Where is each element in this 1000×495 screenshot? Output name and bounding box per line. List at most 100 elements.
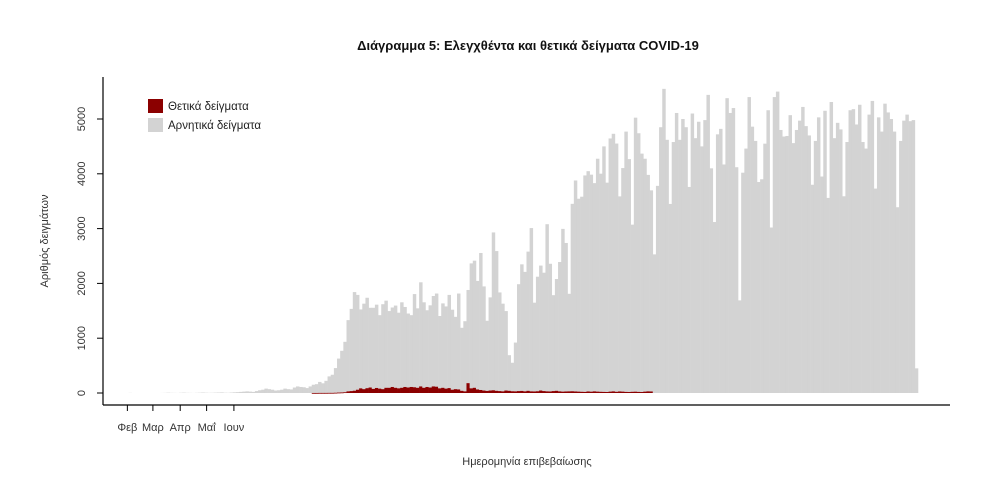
bar-negative xyxy=(703,120,707,393)
bar-negative xyxy=(242,391,246,393)
bar-negative xyxy=(895,207,900,393)
bar-negative xyxy=(523,271,527,392)
bar-negative xyxy=(624,131,628,392)
x-axis-label: Ημερομηνία επιβεβαίωσης xyxy=(462,456,591,468)
bar-negative xyxy=(643,158,647,392)
bar-negative xyxy=(684,127,688,393)
bar-negative xyxy=(842,196,846,393)
bar-negative xyxy=(687,186,691,393)
bar-positive xyxy=(526,390,530,393)
bar-negative xyxy=(715,134,720,393)
bar-positive xyxy=(564,391,568,393)
bar-negative xyxy=(810,184,815,393)
bar-negative xyxy=(674,112,679,393)
bar-positive xyxy=(488,390,493,393)
bar-positive xyxy=(646,391,650,393)
bar-negative xyxy=(602,146,606,392)
bar-positive xyxy=(643,391,647,393)
bar-negative xyxy=(725,98,729,394)
bar-positive xyxy=(371,388,376,393)
bar-negative xyxy=(832,138,837,393)
y-tick-label: 3000 xyxy=(76,216,88,240)
x-ticks-group: Φεβ Μαρ Απρ Μαΐ Ιουν xyxy=(117,405,245,434)
bar-positive xyxy=(649,391,654,393)
bar-positive xyxy=(387,387,391,393)
bar-positive xyxy=(554,390,559,393)
bar-negative xyxy=(308,386,313,393)
bar-negative xyxy=(876,117,881,394)
bar-negative xyxy=(712,222,717,393)
bar-negative xyxy=(362,303,366,390)
bar-positive xyxy=(428,387,433,393)
bar-positive xyxy=(479,389,483,393)
bar-negative xyxy=(678,139,682,393)
bar-negative xyxy=(457,293,461,390)
bar-positive xyxy=(611,391,616,393)
bar-negative xyxy=(498,292,502,392)
bar-negative xyxy=(239,391,243,393)
bar-negative xyxy=(561,228,565,392)
bar-negative xyxy=(696,121,701,394)
legend-swatch-positive xyxy=(148,99,163,113)
bar-negative xyxy=(576,198,581,392)
bar-negative xyxy=(365,297,369,389)
bar-negative xyxy=(292,387,297,393)
bar-negative xyxy=(870,100,875,394)
bar-negative xyxy=(573,180,578,392)
bar-negative xyxy=(640,153,644,393)
bar-negative xyxy=(232,392,237,393)
bar-negative xyxy=(826,197,830,393)
bar-negative xyxy=(355,294,360,390)
bar-negative xyxy=(535,276,540,392)
bar-negative xyxy=(741,172,745,393)
bar-negative xyxy=(681,119,685,393)
bar-positive xyxy=(573,391,578,393)
bar-positive xyxy=(589,391,594,393)
bar-negative xyxy=(820,176,824,393)
y-tick-label: 1000 xyxy=(76,326,88,350)
bar-positive xyxy=(425,386,429,393)
bar-negative xyxy=(763,143,767,393)
bar-negative xyxy=(295,386,300,393)
bar-negative xyxy=(614,143,619,392)
bar-positive xyxy=(592,391,597,393)
bar-negative xyxy=(665,139,669,393)
bar-positive xyxy=(570,391,575,393)
bar-positive xyxy=(381,389,385,393)
legend-label-negative: Αρνητικά δείγματα xyxy=(168,120,261,132)
bar-negative xyxy=(731,108,736,393)
bar-negative xyxy=(450,309,455,390)
bar-positive xyxy=(406,387,410,393)
bar-negative xyxy=(491,232,496,391)
bar-negative xyxy=(599,173,603,392)
bar-negative xyxy=(636,133,641,392)
bar-negative xyxy=(848,110,852,393)
bar-positive xyxy=(494,390,499,393)
bar-negative xyxy=(501,303,505,392)
bar-positive xyxy=(343,392,347,394)
bar-negative xyxy=(823,110,827,393)
bar-negative xyxy=(321,383,325,393)
bar-negative xyxy=(905,114,909,394)
bar-negative xyxy=(605,182,609,393)
bar-negative xyxy=(381,304,385,390)
bar-positive xyxy=(346,391,350,393)
bar-negative xyxy=(586,171,590,392)
bar-negative xyxy=(453,316,458,390)
bar-positive xyxy=(523,391,527,393)
bar-positive xyxy=(349,391,354,393)
bar-negative xyxy=(719,128,723,394)
bar-negative xyxy=(469,263,474,389)
bar-negative xyxy=(431,296,436,387)
bar-negative xyxy=(545,224,549,392)
bar-positive xyxy=(542,391,546,393)
bar-negative xyxy=(314,384,319,393)
bar-negative xyxy=(652,254,657,393)
bar-positive xyxy=(365,388,369,393)
bar-positive xyxy=(444,388,448,393)
bar-negative xyxy=(352,292,357,391)
bar-negative xyxy=(270,389,275,393)
bar-negative xyxy=(466,289,470,384)
bar-negative xyxy=(251,391,256,393)
bar-negative xyxy=(902,120,906,393)
